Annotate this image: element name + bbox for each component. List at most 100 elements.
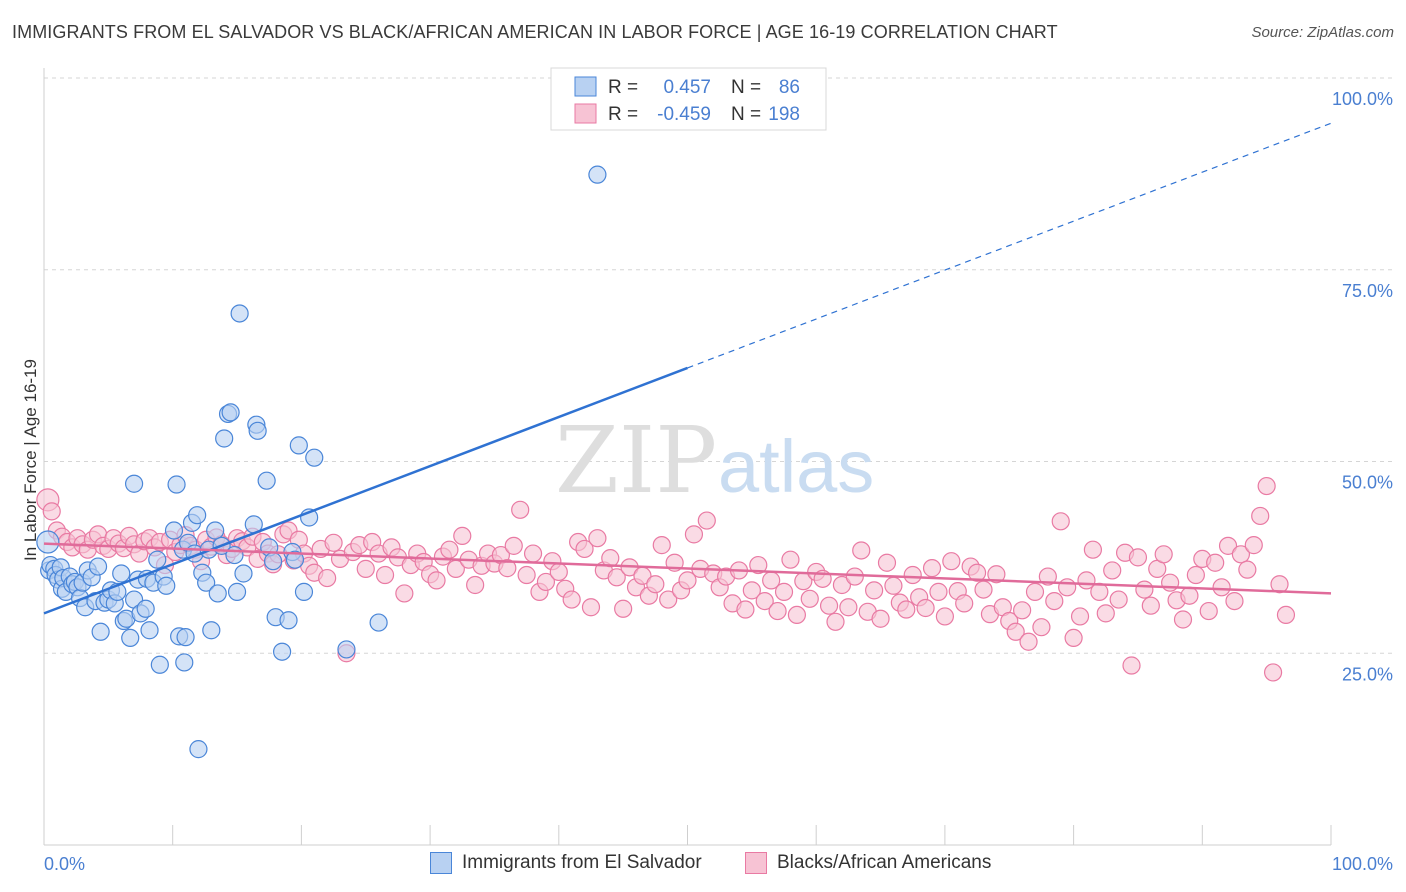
point-black-african-american bbox=[903, 565, 922, 585]
point-el-salvador bbox=[202, 621, 221, 640]
watermark-zip: ZIP bbox=[555, 407, 717, 514]
y-tick-label: 75.0% bbox=[1342, 281, 1393, 301]
point-el-salvador bbox=[221, 403, 240, 422]
chart-title: IMMIGRANTS FROM EL SALVADOR VS BLACK/AFR… bbox=[12, 22, 1058, 42]
legend-n-value: 86 bbox=[779, 77, 800, 98]
point-el-salvador bbox=[148, 550, 167, 569]
point-black-african-american bbox=[1006, 622, 1025, 641]
point-black-african-american bbox=[768, 601, 787, 621]
point-black-african-american bbox=[839, 598, 858, 617]
legend-r-label: R = bbox=[608, 104, 638, 125]
point-black-african-american bbox=[517, 565, 536, 585]
point-el-salvador bbox=[588, 165, 607, 184]
point-black-african-american bbox=[800, 589, 819, 608]
trend-line-black-african-american bbox=[43, 542, 1332, 595]
point-black-african-american bbox=[511, 500, 530, 519]
point-black-african-american bbox=[588, 529, 607, 548]
point-black-african-american bbox=[774, 582, 794, 601]
x-tick-label-max: 100.0% bbox=[1332, 854, 1393, 874]
point-el-salvador bbox=[285, 550, 305, 569]
point-el-salvador bbox=[337, 640, 356, 659]
tick-labels: 25.0% 50.0% 75.0% 100.0% 0.0% 100.0% bbox=[44, 89, 1393, 874]
point-black-african-american bbox=[1128, 548, 1148, 567]
legend-swatch-pink bbox=[574, 103, 597, 124]
y-tick-label: 100.0% bbox=[1332, 89, 1393, 109]
point-black-african-american bbox=[607, 568, 626, 587]
point-el-salvador bbox=[88, 557, 108, 576]
trend-line-el-salvador bbox=[43, 366, 688, 615]
point-black-african-american bbox=[659, 590, 678, 609]
point-black-african-american bbox=[1122, 656, 1141, 675]
point-black-african-american bbox=[536, 572, 556, 592]
point-black-african-american bbox=[749, 555, 768, 575]
point-black-african-american bbox=[324, 533, 343, 552]
point-black-african-american bbox=[942, 552, 961, 571]
point-black-african-american bbox=[652, 536, 671, 555]
point-black-african-american bbox=[427, 571, 446, 590]
point-el-salvador bbox=[225, 545, 244, 565]
point-el-salvador bbox=[189, 740, 208, 759]
axes bbox=[43, 68, 1332, 846]
point-black-african-american bbox=[1251, 506, 1270, 526]
point-black-african-american bbox=[871, 609, 890, 628]
point-el-salvador bbox=[121, 628, 140, 648]
point-el-salvador bbox=[150, 655, 169, 674]
point-black-african-american bbox=[549, 562, 568, 582]
point-black-african-american bbox=[974, 580, 993, 599]
point-el-salvador bbox=[91, 622, 110, 641]
point-black-african-american bbox=[1231, 545, 1251, 564]
point-el-salvador bbox=[157, 576, 176, 595]
point-el-salvador bbox=[175, 653, 194, 672]
point-black-african-american bbox=[1103, 561, 1122, 580]
point-black-african-american bbox=[575, 539, 594, 559]
point-black-african-american bbox=[318, 568, 337, 588]
point-black-african-american bbox=[1263, 663, 1283, 682]
point-black-african-american bbox=[466, 575, 485, 595]
point-black-african-american bbox=[1058, 578, 1077, 597]
point-black-african-american bbox=[852, 541, 871, 560]
legend-r-label: R = bbox=[608, 77, 638, 98]
point-black-african-american bbox=[1025, 582, 1045, 601]
legend-swatch-blue bbox=[430, 852, 452, 874]
point-black-african-american bbox=[845, 567, 864, 586]
point-black-african-american bbox=[742, 581, 761, 600]
point-el-salvador bbox=[369, 613, 388, 632]
point-black-african-american bbox=[1109, 590, 1128, 609]
point-black-african-american bbox=[1135, 580, 1154, 599]
point-el-salvador bbox=[234, 564, 253, 583]
point-black-african-american bbox=[1180, 586, 1199, 605]
point-black-african-american bbox=[1096, 604, 1115, 623]
point-el-salvador bbox=[215, 429, 234, 448]
point-el-salvador bbox=[164, 521, 184, 540]
point-black-african-american bbox=[375, 565, 395, 585]
point-black-african-american bbox=[755, 591, 774, 611]
point-black-african-american bbox=[614, 599, 633, 618]
point-black-african-american bbox=[1154, 545, 1173, 564]
legend-r-value: -0.459 bbox=[657, 104, 711, 125]
legend-label-black-african-american: Blacks/African Americans bbox=[777, 852, 992, 873]
chart-source: Source: ZipAtlas.com bbox=[1251, 24, 1394, 41]
watermark-atlas: atlas bbox=[718, 425, 874, 508]
trend-line-el-salvador-extension bbox=[687, 122, 1332, 369]
point-black-african-american bbox=[1276, 605, 1296, 625]
point-black-african-american bbox=[1083, 540, 1103, 559]
trend-lines bbox=[43, 122, 1332, 615]
watermark: ZIP atlas bbox=[555, 407, 874, 514]
point-black-african-american bbox=[781, 550, 800, 569]
point-black-african-american bbox=[1141, 596, 1160, 615]
point-black-african-american bbox=[1199, 601, 1218, 621]
point-black-african-american bbox=[826, 612, 845, 631]
point-el-salvador bbox=[124, 474, 144, 493]
series-immigrants-from-el-salvador bbox=[36, 165, 607, 759]
point-black-african-american bbox=[1045, 591, 1064, 611]
legend-item-el-salvador: Immigrants from El Salvador bbox=[430, 852, 702, 874]
point-black-african-american bbox=[1038, 567, 1057, 586]
legend-box bbox=[550, 67, 827, 131]
point-black-african-american bbox=[967, 563, 987, 582]
legend-swatch-blue bbox=[574, 76, 597, 97]
point-black-african-american bbox=[498, 559, 517, 578]
point-el-salvador bbox=[279, 611, 298, 630]
legend-r-value: 0.457 bbox=[663, 77, 711, 98]
point-black-african-american bbox=[1186, 565, 1205, 585]
point-black-african-american bbox=[440, 540, 459, 559]
